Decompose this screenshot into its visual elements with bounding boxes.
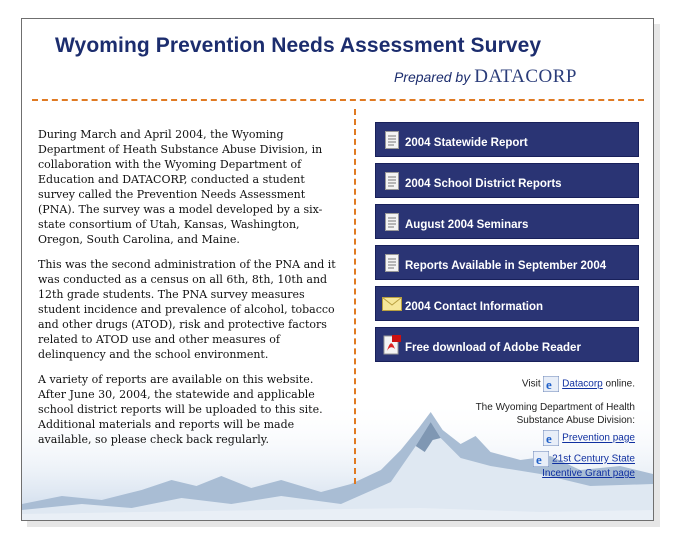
- statewide-report-button[interactable]: 2004 Statewide Report: [375, 122, 639, 157]
- century-line: e 21st Century State Incentive Grant pag…: [395, 450, 635, 480]
- department-text: The Wyoming Department of Health Substan…: [395, 401, 635, 427]
- september-reports-label: Reports Available in September 2004: [405, 259, 607, 272]
- adobe-reader-button[interactable]: Free download of Adobe Reader: [375, 327, 639, 362]
- contact-information-button[interactable]: 2004 Contact Information: [375, 286, 639, 321]
- svg-text:e: e: [546, 377, 552, 392]
- intro-text: During March and April 2004, the Wyoming…: [38, 127, 344, 457]
- contact-information-label: 2004 Contact Information: [405, 300, 544, 313]
- school-district-reports-label: 2004 School District Reports: [405, 177, 562, 190]
- page-frame: Wyoming Prevention Needs Assessment Surv…: [21, 18, 654, 521]
- visit-line: Visit e Datacorp online.: [395, 375, 635, 393]
- internet-explorer-icon: e: [542, 375, 560, 393]
- intro-paragraph-3: A variety of reports are available on th…: [38, 373, 323, 446]
- frame-shadow-bottom: [27, 521, 660, 527]
- svg-text:e: e: [546, 431, 552, 446]
- document-icon: [381, 252, 403, 274]
- report-menu: 2004 Statewide Report 2004 School Distri…: [375, 122, 639, 368]
- statewide-report-label: 2004 Statewide Report: [405, 136, 528, 149]
- page-title: Wyoming Prevention Needs Assessment Surv…: [55, 34, 542, 57]
- svg-text:e: e: [536, 452, 542, 467]
- document-icon: [381, 170, 403, 192]
- datacorp-logo: DATACORP: [474, 66, 577, 87]
- intro-paragraph-1: During March and April 2004, the Wyoming…: [38, 128, 323, 246]
- pdf-icon: [381, 334, 403, 356]
- online-text: online.: [605, 378, 635, 390]
- internet-explorer-icon: e: [542, 429, 560, 447]
- header-divider: [32, 99, 644, 101]
- intro-paragraph-2: This was the second administration of th…: [38, 258, 336, 361]
- datacorp-link[interactable]: Datacorp: [562, 378, 603, 390]
- side-links: Visit e Datacorp online. The Wyoming Dep…: [395, 375, 635, 480]
- century-grant-link-line2[interactable]: Incentive Grant page: [542, 468, 635, 479]
- september-reports-button[interactable]: Reports Available in September 2004: [375, 245, 639, 280]
- department-line-1: The Wyoming Department of Health: [475, 402, 635, 413]
- prepared-by: Prepared by DATACORP: [394, 66, 577, 88]
- internet-explorer-icon: e: [532, 450, 550, 468]
- document-icon: [381, 129, 403, 151]
- century-grant-link-line1[interactable]: 21st Century State: [552, 453, 635, 465]
- visit-text: Visit: [521, 378, 541, 390]
- prevention-page-link[interactable]: Prevention page: [562, 432, 635, 444]
- prepared-by-label: Prepared by: [393, 69, 471, 85]
- august-seminars-button[interactable]: August 2004 Seminars: [375, 204, 639, 239]
- column-divider: [354, 109, 356, 484]
- frame-shadow-right: [654, 24, 660, 521]
- school-district-reports-button[interactable]: 2004 School District Reports: [375, 163, 639, 198]
- envelope-icon: [381, 293, 403, 315]
- prevention-line: e Prevention page: [395, 429, 635, 447]
- adobe-reader-label: Free download of Adobe Reader: [405, 341, 581, 354]
- document-icon: [381, 211, 403, 233]
- august-seminars-label: August 2004 Seminars: [405, 218, 529, 231]
- department-line-2: Substance Abuse Division:: [516, 415, 635, 426]
